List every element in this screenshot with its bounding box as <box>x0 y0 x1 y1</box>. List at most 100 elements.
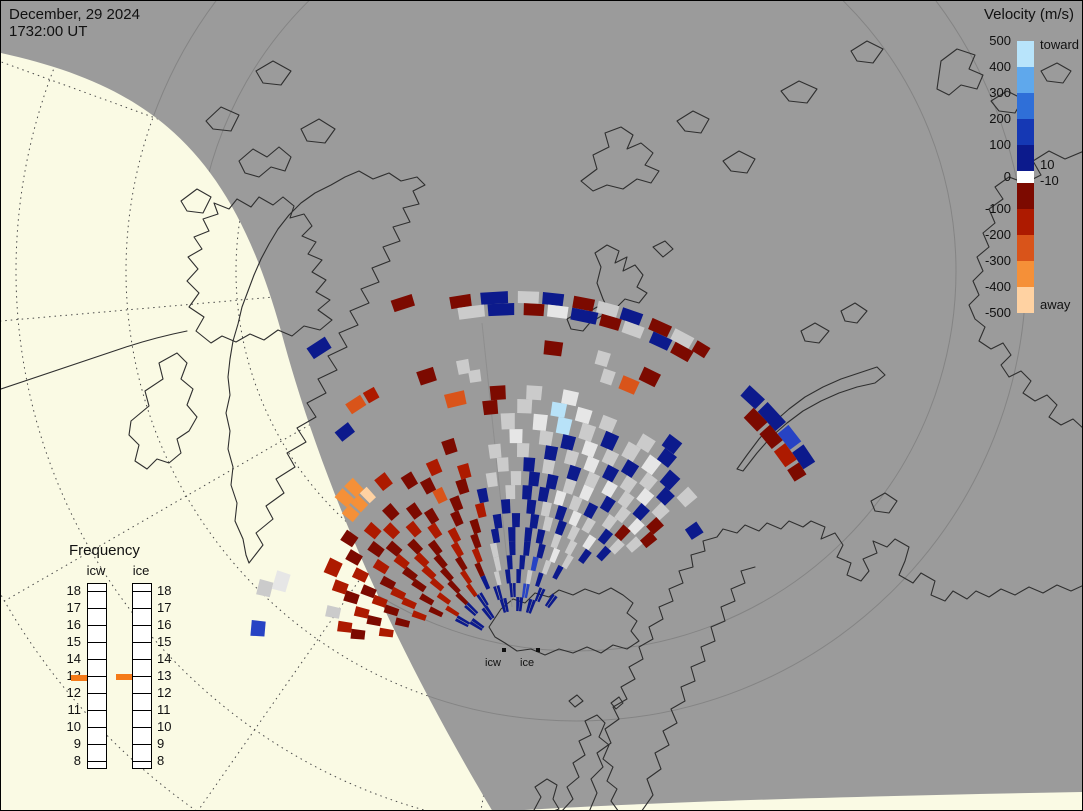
radar-cell <box>256 579 274 598</box>
frequency-tick-label-right: 13 <box>157 668 172 683</box>
radar-cell <box>441 437 458 456</box>
radar-cell <box>523 457 536 472</box>
coast-baltic <box>641 566 756 810</box>
radar-cell <box>433 553 448 569</box>
velocity-side-label: 10 <box>1040 157 1055 172</box>
radar-cell <box>496 457 509 472</box>
radar-cell <box>401 597 417 610</box>
radar-cell <box>529 513 540 529</box>
radar-cell <box>350 628 366 640</box>
radar-cell <box>509 429 523 444</box>
radar-cell <box>542 459 556 475</box>
frequency-tick-line <box>133 659 151 660</box>
radar-cell <box>625 536 643 553</box>
coast-svalbard-ne <box>652 240 674 258</box>
coast-shetland <box>610 696 624 710</box>
radar-cell <box>360 584 377 599</box>
radar-cell <box>465 583 478 598</box>
velocity-tick-label: 500 <box>989 33 1011 48</box>
radar-cell <box>541 559 552 575</box>
radar-cell <box>400 471 419 490</box>
coast-baffin <box>128 352 198 470</box>
frequency-tick-label-left: 15 <box>66 634 81 649</box>
radar-cell <box>476 594 487 608</box>
frequency-tick-label-left: 10 <box>66 719 81 734</box>
radar-cell <box>684 521 704 540</box>
coast-kolguev <box>870 492 898 514</box>
radar-cell <box>487 303 515 317</box>
radar-cell <box>471 618 485 629</box>
frequency-tick-label-left: 17 <box>66 600 81 615</box>
radar-cell <box>620 459 640 478</box>
radar-cell <box>425 458 443 477</box>
coast-russia-north <box>968 150 1082 428</box>
radar-cell <box>469 518 482 535</box>
radar-cell <box>567 525 581 542</box>
radar-cell <box>584 471 601 489</box>
radar-cell <box>594 350 611 368</box>
coast-north-islands <box>722 150 756 174</box>
velocity-tick-label: -500 <box>984 305 1011 320</box>
frequency-column-label: ice <box>132 563 150 578</box>
radar-cell <box>405 520 422 538</box>
radar-site-markers <box>502 648 540 652</box>
radar-cell <box>563 449 580 467</box>
radar-cell <box>506 555 513 570</box>
coast-norway <box>589 520 1082 810</box>
velocity-tick-label: -300 <box>984 253 1011 268</box>
radar-cell <box>522 485 533 500</box>
radar-cell <box>676 486 698 508</box>
radar-cell <box>648 317 673 338</box>
radar-cell <box>505 485 516 500</box>
frequency-tick-line <box>133 625 151 626</box>
colorbar-segment <box>1017 261 1034 287</box>
coast-arctic-island <box>205 106 240 132</box>
radar-cell <box>505 569 511 584</box>
colorbar-segment <box>1017 287 1034 313</box>
radar-cell <box>510 471 522 486</box>
radar-cell <box>526 385 543 401</box>
coast-britain <box>562 714 619 810</box>
radar-cell <box>572 295 596 312</box>
radar-cell <box>614 524 631 542</box>
colorbar-segment <box>1017 183 1034 209</box>
radar-cell <box>517 291 540 304</box>
radar-cell <box>596 300 620 318</box>
radar-cell <box>402 566 418 582</box>
radar-cell <box>638 366 661 388</box>
radar-cell <box>382 522 401 540</box>
radar-cell <box>537 588 546 603</box>
velocity-side-label: away <box>1040 297 1071 312</box>
coast-arctic-island <box>238 146 292 178</box>
radar-cell <box>632 503 650 521</box>
radar-cell <box>363 521 382 540</box>
radar-cell <box>639 472 658 491</box>
frequency-tick-line <box>88 693 106 694</box>
frequency-tick-line <box>133 608 151 609</box>
radar-cell <box>661 433 683 455</box>
radar-cell <box>651 502 670 521</box>
radar-cell <box>345 394 367 415</box>
colorbar-segment <box>1017 145 1034 171</box>
coast-canada-mainland <box>1 330 188 390</box>
radar-cell <box>777 424 802 450</box>
radar-cell <box>419 477 437 495</box>
radar-cell <box>583 455 600 474</box>
radar-cell <box>601 480 618 498</box>
frequency-tick-line <box>133 727 151 728</box>
radar-cell <box>456 615 471 625</box>
radar-cell <box>525 598 533 613</box>
frequency-tick-label-left: 12 <box>66 685 81 700</box>
radar-cell <box>390 294 415 313</box>
radar-cells <box>250 291 816 640</box>
radar-cell <box>471 547 483 564</box>
radar-cell <box>372 558 390 575</box>
radar-cell <box>639 531 658 549</box>
radar-cell <box>568 495 583 512</box>
coast-severnaya <box>936 48 984 96</box>
radar-cell <box>334 422 355 442</box>
radar-cell <box>619 307 644 326</box>
frequency-tick-line <box>133 693 151 694</box>
radar-cell <box>554 505 568 522</box>
